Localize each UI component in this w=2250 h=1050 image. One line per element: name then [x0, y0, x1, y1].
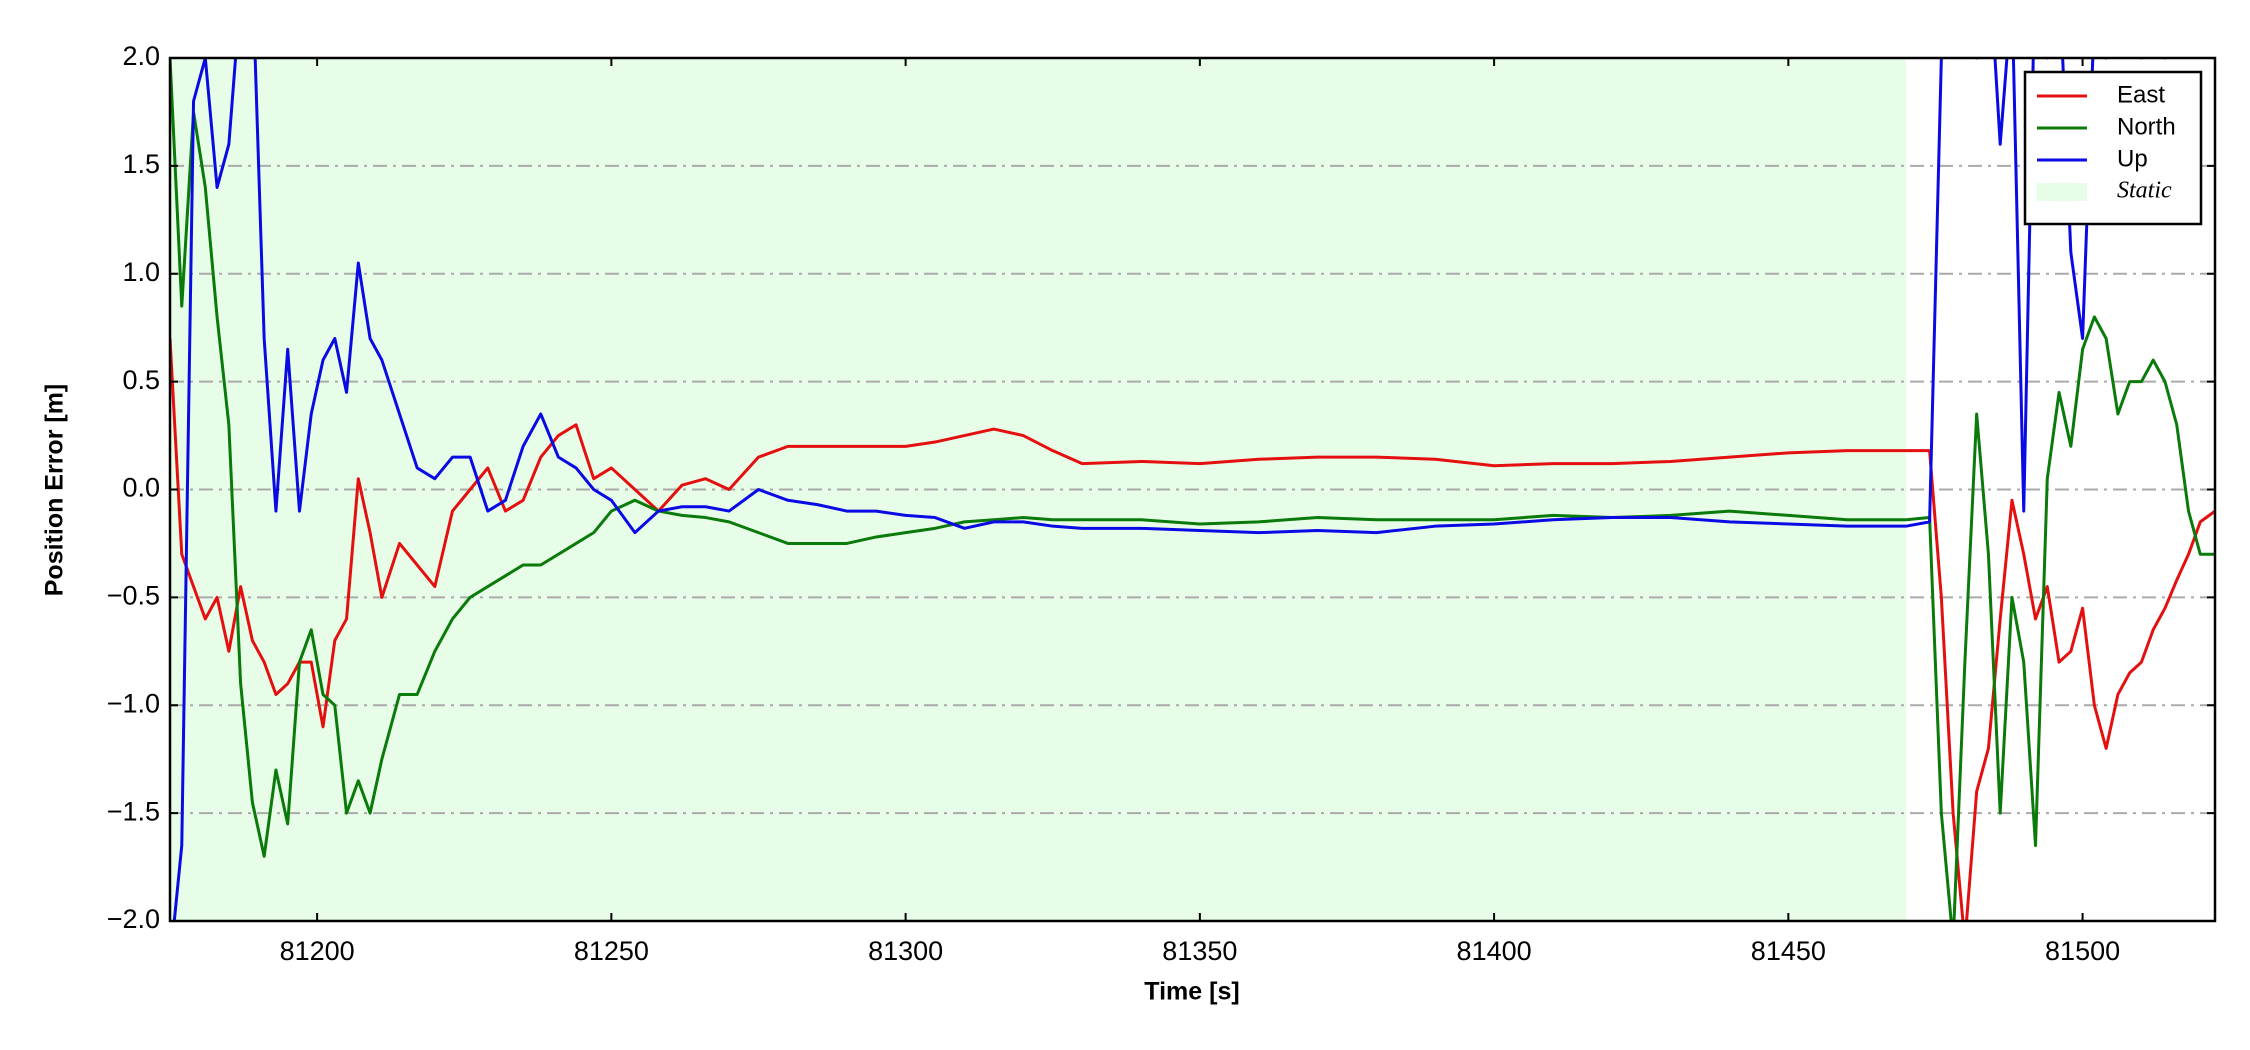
x-tick-label: 81300 — [868, 936, 943, 966]
y-tick-label: 1.0 — [122, 257, 160, 287]
y-tick-label: 0.5 — [122, 365, 160, 395]
series-line — [170, 338, 2215, 921]
static-region — [170, 58, 1907, 921]
plot-frame — [168, 56, 2217, 923]
x-tick-label: 81350 — [1162, 936, 1237, 966]
y-tick-label: 0.0 — [122, 473, 160, 503]
x-tick-label: 81200 — [280, 936, 355, 966]
y-tick-label: −1.5 — [107, 796, 160, 826]
lines — [170, 58, 2215, 921]
y-tick-label: 1.5 — [122, 149, 160, 179]
legend-label: North — [2117, 113, 2176, 140]
x-axis-label: Time [s] — [1144, 978, 1239, 1006]
x-tick-label: 81400 — [1457, 936, 1532, 966]
x-tick-label: 81450 — [1751, 936, 1826, 966]
y-axis-label: Position Error [m] — [41, 384, 69, 597]
legend: East North Up Static — [2023, 70, 2203, 226]
x-tick-label: 81250 — [574, 936, 649, 966]
legend-swatch — [2037, 183, 2087, 201]
series-line — [170, 58, 2215, 921]
y-tick-label: −1.0 — [107, 688, 160, 718]
legend-label: Up — [2117, 145, 2148, 172]
legend-label: Static — [2117, 178, 2172, 204]
y-tick-label: 2.0 — [122, 41, 160, 71]
y-tick-label: −0.5 — [107, 581, 160, 611]
series-line — [172, 58, 2215, 921]
x-tick-label: 81500 — [2045, 936, 2120, 966]
legend-label: East — [2117, 81, 2165, 108]
y-tick-label: −2.0 — [107, 904, 160, 934]
axes: −2.0 −1.5 −1.0 −0.5 0.0 0.5 1.0 1.5 2.0 81200 8125… — [107, 41, 2217, 966]
plot-background — [170, 58, 1907, 921]
